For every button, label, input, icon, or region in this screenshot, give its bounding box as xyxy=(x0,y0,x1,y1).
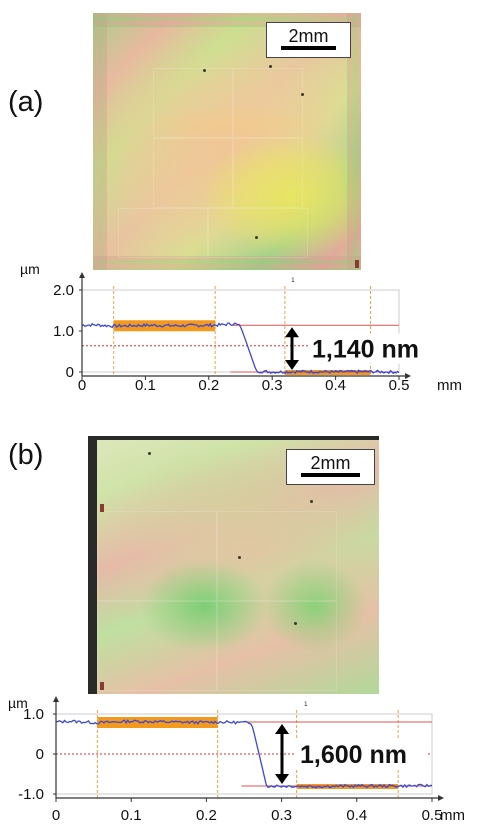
micrograph-tile xyxy=(153,138,233,208)
x-tick-label: 0.4 xyxy=(346,807,367,824)
y-axis-unit: µm xyxy=(8,695,28,711)
scale-bar-line xyxy=(281,46,336,50)
x-tick-label: 0.3 xyxy=(262,377,283,394)
x-tick-label: 0.5 xyxy=(389,377,410,394)
particle-speck xyxy=(255,236,258,239)
y-tick-label: 0 xyxy=(36,746,44,763)
micrograph-tile xyxy=(153,68,233,138)
micrograph-tile xyxy=(208,208,308,258)
step-height-label: 1,600 nm xyxy=(300,741,407,769)
y-tick-label: 1.0 xyxy=(23,706,44,723)
height-profile-line xyxy=(81,322,400,375)
x-axis-unit: mm xyxy=(440,807,465,824)
step-arrow-head-up xyxy=(275,724,289,734)
scale-bar-b: 2mm xyxy=(286,449,375,485)
y-axis-unit: µm xyxy=(20,261,40,277)
particle-speck xyxy=(294,622,297,625)
height-profile-chart-a: µm 1 2.0 1.0 00 0.1 0.2 0.3 0.4 0.5 mm 1,140 nm xyxy=(20,261,462,394)
frame-tag xyxy=(100,682,104,690)
particle-speck xyxy=(269,65,272,68)
scale-bar-line xyxy=(301,473,360,477)
profile-marker: 1 xyxy=(291,278,295,284)
profile-marker: 1 xyxy=(304,702,308,708)
height-profile-line xyxy=(55,719,433,789)
micrograph-tile xyxy=(217,601,337,691)
x-tick-label: 0.2 xyxy=(196,807,217,824)
scale-bar-a: 2mm xyxy=(266,22,351,58)
particle-speck xyxy=(310,500,313,503)
x-tick-label: 0 xyxy=(52,807,60,824)
height-profile-chart-b: µm 1 1.0 0 -1.0 0 0.1 0.2 0.3 0.4 0.5mm 1,600 nm xyxy=(8,695,465,824)
panel-label-a: (a) xyxy=(8,86,44,118)
y-tick-label: 2.0 xyxy=(53,282,74,299)
particle-speck xyxy=(238,556,241,559)
x-tick-label: 0.1 xyxy=(135,377,156,394)
x-tick-label: 0.4 xyxy=(325,377,346,394)
x-tick-label: 0.2 xyxy=(198,377,219,394)
y-tick-label: -1.0 xyxy=(18,786,44,803)
scale-bar-label: 2mm xyxy=(288,26,329,46)
particle-speck xyxy=(148,452,151,455)
x-axis-unit: mm xyxy=(437,377,462,394)
step-label-backing xyxy=(308,333,438,364)
particle-speck xyxy=(203,69,206,72)
micrograph-tile xyxy=(233,68,303,138)
step-arrow-head-down xyxy=(275,774,289,784)
micrograph-tile xyxy=(233,138,303,208)
x-tick-label: 0.1 xyxy=(121,807,142,824)
step-arrow-head-up xyxy=(285,327,299,338)
x-axis-arrow xyxy=(438,795,444,801)
y-axis-arrow xyxy=(53,696,59,702)
micrograph-tile xyxy=(97,601,217,691)
step-arrow-head-down xyxy=(285,360,299,370)
scale-bar-label: 2mm xyxy=(310,453,351,473)
x-tick-label: 0.3 xyxy=(271,807,292,824)
panel-label-b: (b) xyxy=(8,439,44,471)
y-axis-arrow xyxy=(79,272,85,278)
x-tick-label: 0.5 xyxy=(422,807,443,824)
frame-tag xyxy=(355,260,359,268)
step-label-backing xyxy=(296,739,426,769)
y-tick-label: 0 xyxy=(66,364,74,381)
frame-tag xyxy=(100,504,104,512)
micrograph-tile xyxy=(118,208,208,258)
upper-level-band xyxy=(97,717,218,728)
step-height-label: 1,140 nm xyxy=(312,336,419,364)
x-tick-label: 0 xyxy=(78,377,86,394)
y-tick-label: 1.0 xyxy=(53,323,74,340)
particle-speck xyxy=(301,93,304,96)
micrograph-tile xyxy=(217,511,337,601)
x-axis-arrow xyxy=(405,373,411,379)
micrograph-tile xyxy=(97,511,217,601)
